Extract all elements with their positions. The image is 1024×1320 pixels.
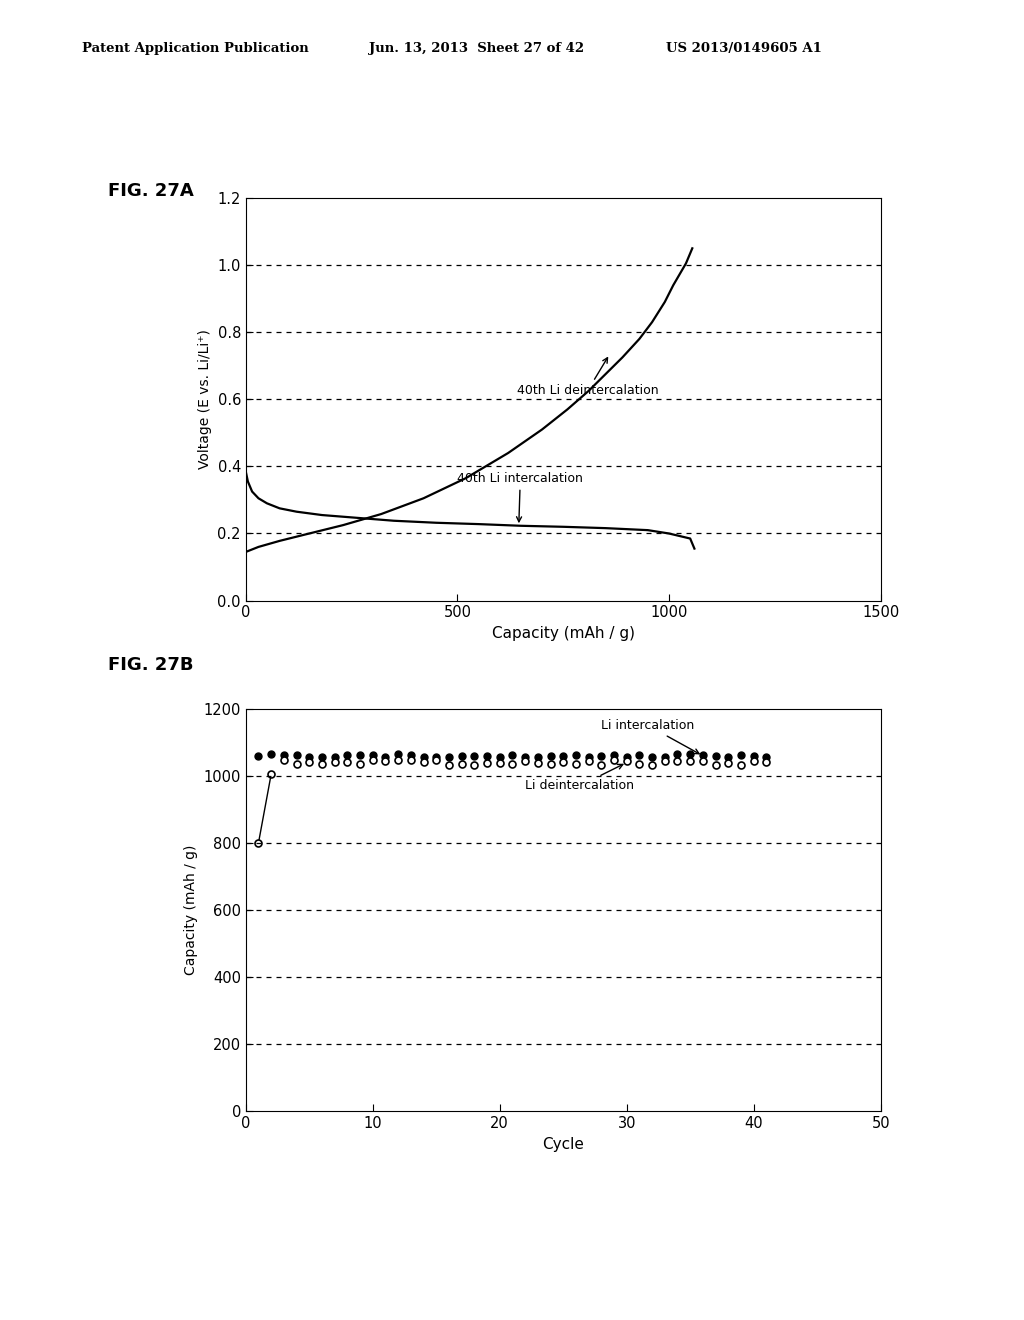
Y-axis label: Voltage (E vs. Li/Li⁺): Voltage (E vs. Li/Li⁺) [198, 330, 212, 469]
Text: US 2013/0149605 A1: US 2013/0149605 A1 [666, 42, 821, 55]
Text: Li deintercalation: Li deintercalation [525, 764, 634, 792]
Y-axis label: Capacity (mAh / g): Capacity (mAh / g) [184, 845, 198, 975]
Text: FIG. 27B: FIG. 27B [108, 656, 193, 675]
Text: 40th Li deintercalation: 40th Li deintercalation [517, 358, 658, 397]
Text: Li intercalation: Li intercalation [601, 719, 699, 754]
Text: Jun. 13, 2013  Sheet 27 of 42: Jun. 13, 2013 Sheet 27 of 42 [369, 42, 584, 55]
X-axis label: Cycle: Cycle [543, 1137, 584, 1152]
X-axis label: Capacity (mAh / g): Capacity (mAh / g) [492, 626, 635, 642]
Text: FIG. 27A: FIG. 27A [108, 182, 194, 201]
Text: Patent Application Publication: Patent Application Publication [82, 42, 308, 55]
Text: 40th Li intercalation: 40th Li intercalation [458, 471, 584, 521]
